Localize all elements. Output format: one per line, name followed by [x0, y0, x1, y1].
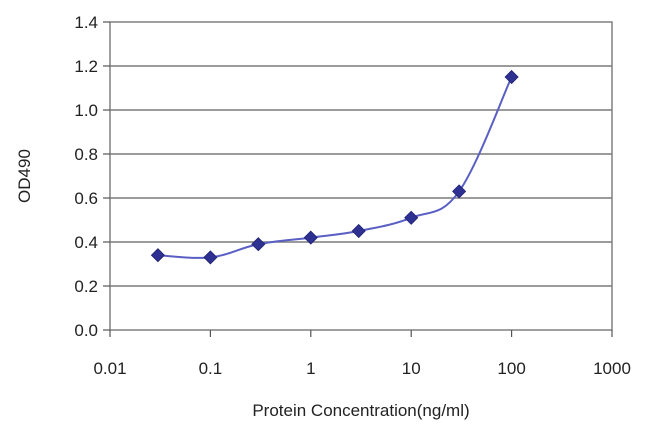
y-tick-label: 0.4 [74, 233, 98, 252]
x-tick-label: 100 [497, 359, 525, 378]
x-tick-label: 10 [402, 359, 421, 378]
y-tick-label: 1.4 [74, 13, 98, 32]
data-point-marker [452, 184, 467, 199]
y-tick-label: 0.6 [74, 189, 98, 208]
plot-area [109, 21, 613, 331]
data-point-marker [504, 69, 519, 85]
y-tick-label: 0.0 [74, 321, 98, 340]
y-tick-label: 1.2 [74, 57, 98, 76]
x-tick-label: 1 [306, 359, 315, 378]
series [150, 69, 519, 265]
data-point-marker [351, 223, 366, 239]
y-tick-label: 1.0 [74, 101, 98, 120]
x-tick-label: 0.1 [199, 359, 223, 378]
x-tick-label: 0.01 [93, 359, 126, 378]
series-line [157, 76, 513, 259]
grid-lines [110, 65, 612, 287]
data-point-marker [303, 230, 318, 245]
data-point-marker [404, 210, 419, 225]
data-point-marker [150, 248, 165, 263]
data-point-marker [203, 250, 218, 265]
y-tick-label: 0.8 [74, 145, 98, 164]
y-tick-label: 0.2 [74, 277, 98, 296]
x-tick-label: 1000 [593, 359, 631, 378]
x-axis-title: Protein Concentration(ng/ml) [252, 401, 469, 420]
axes: 0.0 0.2 0.4 0.6 0.8 1.0 1.2 1.4 0.01 0.1 1 10 100 100… [74, 13, 631, 378]
data-point-marker [251, 237, 266, 252]
y-axis-title: OD490 [15, 149, 34, 203]
